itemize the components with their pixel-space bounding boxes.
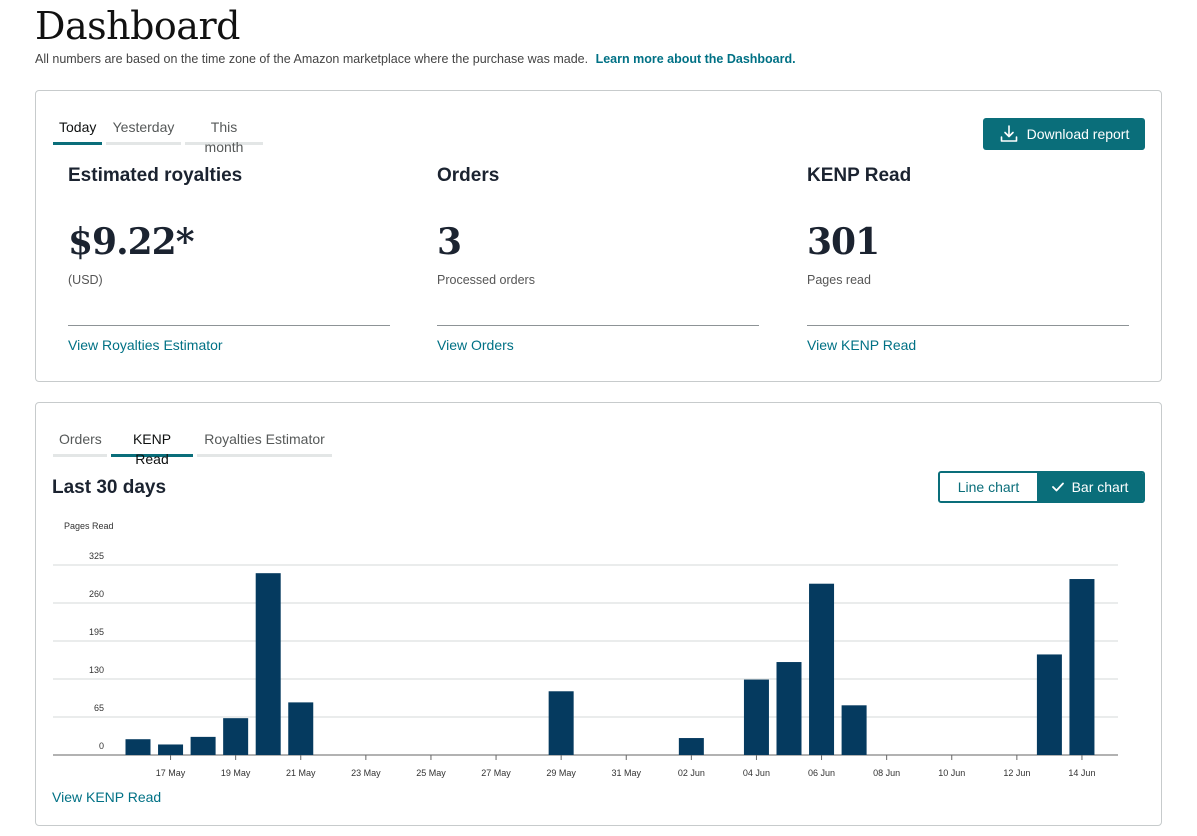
x-tick-label: 25 May xyxy=(416,768,446,778)
download-report-label: Download report xyxy=(1026,126,1130,142)
bar xyxy=(1069,579,1095,755)
metric-orders: Orders 3 Processed orders View Orders xyxy=(437,165,759,353)
tab-royalties-estimator[interactable]: Royalties Estimator xyxy=(197,429,332,457)
bar-chart-label: Bar chart xyxy=(1071,479,1129,495)
view-royalties-estimator-link[interactable]: View Royalties Estimator xyxy=(68,337,223,353)
tab-this-month[interactable]: This month xyxy=(185,117,263,155)
check-icon xyxy=(1051,482,1064,492)
download-icon xyxy=(1000,125,1017,142)
learn-more-link[interactable]: Learn more about the Dashboard. xyxy=(595,52,796,66)
x-tick-label: 21 May xyxy=(286,768,316,778)
chart-type-toggle: Line chart Bar chart xyxy=(938,471,1145,503)
divider xyxy=(68,325,390,326)
x-tick-label: 17 May xyxy=(156,768,186,778)
bar xyxy=(158,744,184,755)
y-tick-label: 65 xyxy=(94,703,104,713)
bar xyxy=(223,718,249,755)
period-tabs: Today Yesterday This month xyxy=(53,117,263,155)
metric-sub: Processed orders xyxy=(437,273,535,287)
history-card: Orders KENP Read Royalties Estimator Las… xyxy=(35,402,1162,826)
bar xyxy=(548,691,574,755)
x-tick-label: 02 Jun xyxy=(678,768,705,778)
view-orders-link[interactable]: View Orders xyxy=(437,337,514,353)
x-tick-label: 27 May xyxy=(481,768,511,778)
bar xyxy=(1036,654,1062,755)
metric-title: KENP Read xyxy=(807,165,912,186)
x-tick-label: 23 May xyxy=(351,768,381,778)
subtitle-text: All numbers are based on the time zone o… xyxy=(35,52,589,66)
summary-card: Today Yesterday This month Download repo… xyxy=(35,90,1162,382)
x-tick-label: 10 Jun xyxy=(938,768,965,778)
bar xyxy=(841,705,867,755)
bar xyxy=(125,739,151,755)
x-tick-label: 04 Jun xyxy=(743,768,770,778)
y-tick-label: 130 xyxy=(89,665,104,675)
x-tick-label: 29 May xyxy=(546,768,576,778)
bar-chart-button[interactable]: Bar chart xyxy=(1037,473,1143,501)
metric-kenp: KENP Read 301 Pages read View KENP Read xyxy=(807,165,1129,353)
metric-value: 3 xyxy=(437,221,462,263)
bar xyxy=(776,662,802,755)
tab-kenp-read[interactable]: KENP Read xyxy=(111,429,193,467)
y-tick-label: 260 xyxy=(89,589,104,599)
x-tick-label: 06 Jun xyxy=(808,768,835,778)
chart-heading: Last 30 days xyxy=(52,477,167,498)
x-tick-label: 31 May xyxy=(611,768,641,778)
x-tick-label: 19 May xyxy=(221,768,251,778)
tab-yesterday[interactable]: Yesterday xyxy=(106,117,181,145)
metric-value: $9.22* xyxy=(68,221,195,263)
metric-sub: (USD) xyxy=(68,273,103,287)
page-subtitle: All numbers are based on the time zone o… xyxy=(35,52,796,66)
tab-today[interactable]: Today xyxy=(53,117,102,145)
bar xyxy=(288,702,314,755)
metric-value: 301 xyxy=(807,221,880,263)
metric-royalties: Estimated royalties $9.22* (USD) View Ro… xyxy=(68,165,390,353)
x-tick-label: 14 Jun xyxy=(1068,768,1095,778)
metric-title: Orders xyxy=(437,165,500,186)
line-chart-button[interactable]: Line chart xyxy=(940,473,1037,501)
bar xyxy=(809,583,835,755)
kenp-chart: Pages Read 0 65 130 195 260 325 17 May 19 May 21 … xyxy=(36,513,1161,783)
x-tick-label: 08 Jun xyxy=(873,768,900,778)
y-tick-label: 195 xyxy=(89,627,104,637)
y-axis-label: Pages Read xyxy=(64,521,114,531)
y-tick-label: 325 xyxy=(89,551,104,561)
metric-sub: Pages read xyxy=(807,273,871,287)
metric-title: Estimated royalties xyxy=(68,165,243,186)
bar xyxy=(678,738,704,755)
history-tabs: Orders KENP Read Royalties Estimator xyxy=(53,429,332,467)
x-tick-label: 12 Jun xyxy=(1003,768,1030,778)
bar-chart-svg: Pages Read 0 65 130 195 260 325 17 May 19 May 21 … xyxy=(53,521,1118,778)
page-title: Dashboard xyxy=(35,4,240,48)
divider xyxy=(437,325,759,326)
bar xyxy=(743,679,769,755)
view-kenp-read-link[interactable]: View KENP Read xyxy=(52,789,162,805)
download-report-button[interactable]: Download report xyxy=(983,118,1145,150)
view-kenp-read-link[interactable]: View KENP Read xyxy=(807,337,917,353)
tab-orders[interactable]: Orders xyxy=(53,429,107,457)
y-tick-label: 0 xyxy=(99,741,104,751)
divider xyxy=(807,325,1129,326)
bar xyxy=(255,573,281,755)
bar xyxy=(190,736,216,755)
